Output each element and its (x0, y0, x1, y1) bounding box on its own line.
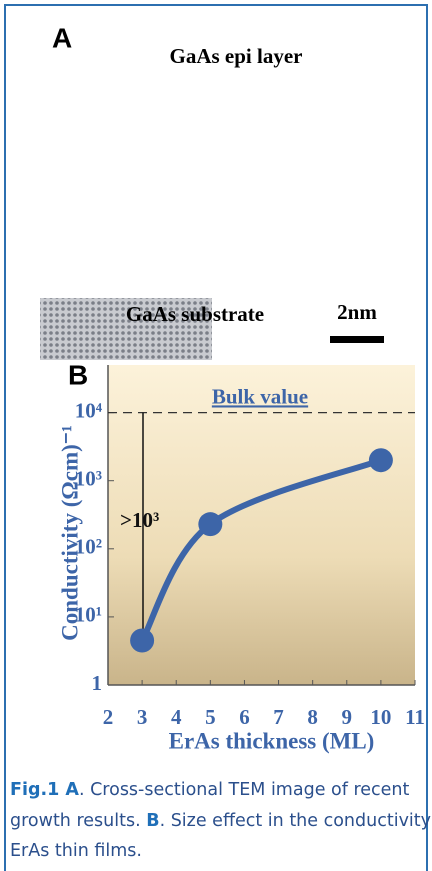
x-tick-label: 8 (307, 705, 318, 729)
x-tick-label: 2 (103, 705, 114, 729)
annotation: >10³ (120, 508, 159, 532)
x-tick-label: 9 (342, 705, 353, 729)
y-axis-label: Conductivity (Ωcm)⁻¹ (57, 425, 82, 641)
epi-label: GaAs epi layer (170, 44, 303, 68)
chart-panel-label: B (68, 359, 88, 390)
x-tick-label: 7 (273, 705, 284, 729)
panel-label: A (52, 22, 72, 53)
x-tick-label: 6 (239, 705, 250, 729)
data-point (198, 512, 222, 536)
reference-label: Bulk value (212, 384, 308, 408)
scale-label: 2nm (337, 300, 377, 324)
y-tick-label: 1 (92, 671, 103, 695)
caption: Fig.1 A. Cross-sectional TEM image of re… (10, 775, 432, 867)
data-point (130, 629, 154, 653)
caption-fig: Fig.1 A (10, 780, 79, 800)
caption-b: B (146, 811, 159, 831)
x-tick-label: 10 (370, 705, 391, 729)
substrate-label: GaAs substrate (126, 302, 264, 326)
page: A GaAs epi layer GaAs substrate 2nm B 11… (0, 0, 432, 871)
figure: A GaAs epi layer GaAs substrate 2nm B 11… (0, 0, 432, 871)
data-point (369, 448, 393, 472)
x-tick-label: 11 (405, 705, 425, 729)
y-tick-label: 10⁴ (75, 398, 103, 422)
x-tick-label: 4 (171, 705, 182, 729)
x-axis-label: ErAs thickness (ML) (169, 728, 375, 753)
x-tick-label: 5 (205, 705, 216, 729)
x-tick-label: 3 (137, 705, 148, 729)
scale-bar (330, 336, 384, 343)
